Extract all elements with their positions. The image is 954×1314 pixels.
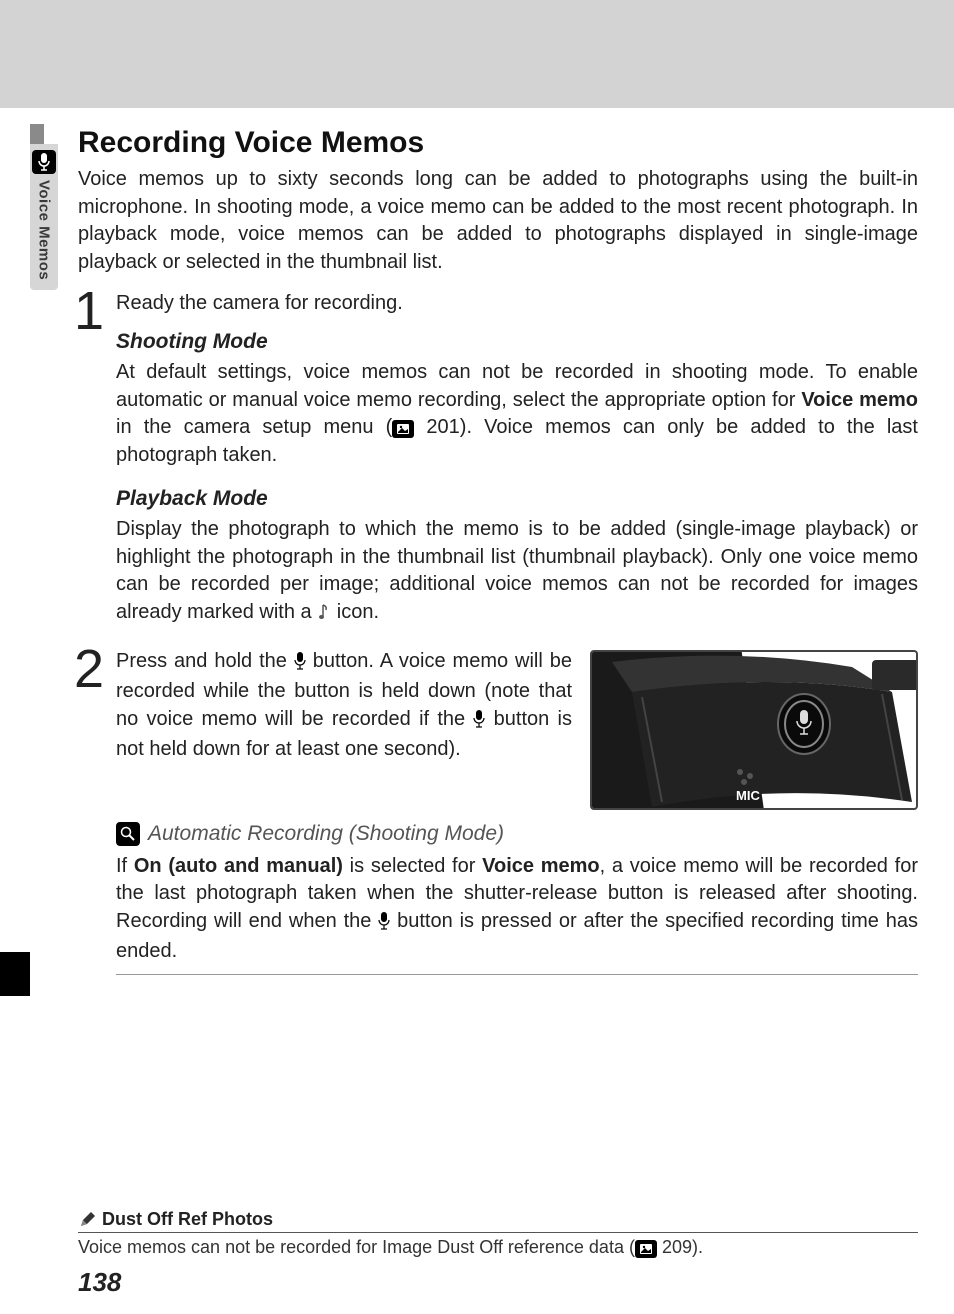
page-ref-number: 201 xyxy=(426,416,459,438)
page-number: 138 xyxy=(78,1267,121,1298)
playback-mode-body: Display the photograph to which the memo… xyxy=(116,516,918,629)
page-heading: Recording Voice Memos xyxy=(78,126,918,160)
microphone-icon xyxy=(294,651,306,679)
side-tab-label: Voice Memos xyxy=(36,180,53,280)
microphone-icon xyxy=(473,709,485,737)
text: At default settings, voice memos can not… xyxy=(116,361,918,411)
page-ref-icon xyxy=(392,420,414,438)
text: Display the photograph to which the memo… xyxy=(116,518,918,623)
step-1: 1 Ready the camera for recording. Shooti… xyxy=(78,290,918,629)
tip-title: Automatic Recording (Shooting Mode) xyxy=(148,820,504,849)
camera-illustration: MIC xyxy=(590,650,918,810)
step-2-body: Press and hold the button. A voice memo … xyxy=(116,648,918,975)
text: ). xyxy=(692,1237,703,1257)
footnote-title: Dust Off Ref Photos xyxy=(102,1209,273,1230)
footnote-body: Voice memos can not be recorded for Imag… xyxy=(78,1237,918,1258)
manual-page: Voice Memos Recording Voice Memos Voice … xyxy=(0,108,954,1314)
text: Voice memos can not be recorded for Imag… xyxy=(78,1237,635,1257)
tip-header: Automatic Recording (Shooting Mode) xyxy=(116,820,918,849)
step-1-lead: Ready the camera for recording. xyxy=(116,290,918,318)
shooting-mode-heading: Shooting Mode xyxy=(116,328,918,357)
music-note-icon xyxy=(317,602,331,630)
thumb-index-mark xyxy=(0,952,30,996)
text: If xyxy=(116,855,134,877)
footnote-section: Dust Off Ref Photos Voice memos can not … xyxy=(78,1209,918,1258)
tip-body: If On (auto and manual) is selected for … xyxy=(116,853,918,966)
step-1-body: Ready the camera for recording. Shooting… xyxy=(116,290,918,629)
playback-mode-heading: Playback Mode xyxy=(116,485,918,514)
page-ref-number: 209 xyxy=(662,1237,692,1257)
text: icon. xyxy=(331,601,379,623)
mic-label: MIC xyxy=(736,788,760,803)
magnifier-icon xyxy=(116,822,140,846)
microphone-icon xyxy=(378,911,390,939)
step-number: 1 xyxy=(74,280,104,342)
text: Press and hold the xyxy=(116,650,294,672)
text: in the camera setup menu ( xyxy=(116,416,392,438)
step-2-text: Press and hold the button. A voice memo … xyxy=(116,648,572,764)
page-ref-icon xyxy=(635,1240,657,1258)
bold-text: Voice memo xyxy=(801,389,918,411)
divider xyxy=(116,974,918,975)
content-column: Recording Voice Memos Voice memos up to … xyxy=(78,126,918,975)
microphone-icon xyxy=(32,150,56,174)
pencil-icon xyxy=(78,1211,96,1229)
bold-text: On (auto and manual) xyxy=(134,855,343,877)
step-2: 2 Press and hold the button. A voice mem… xyxy=(78,648,918,975)
intro-paragraph: Voice memos up to sixty seconds long can… xyxy=(78,166,918,276)
bold-text: Voice memo xyxy=(482,855,600,877)
shooting-mode-body: At default settings, voice memos can not… xyxy=(116,359,918,469)
text: is selected for xyxy=(343,855,482,877)
step-number: 2 xyxy=(74,638,104,700)
side-tab: Voice Memos xyxy=(30,144,58,290)
